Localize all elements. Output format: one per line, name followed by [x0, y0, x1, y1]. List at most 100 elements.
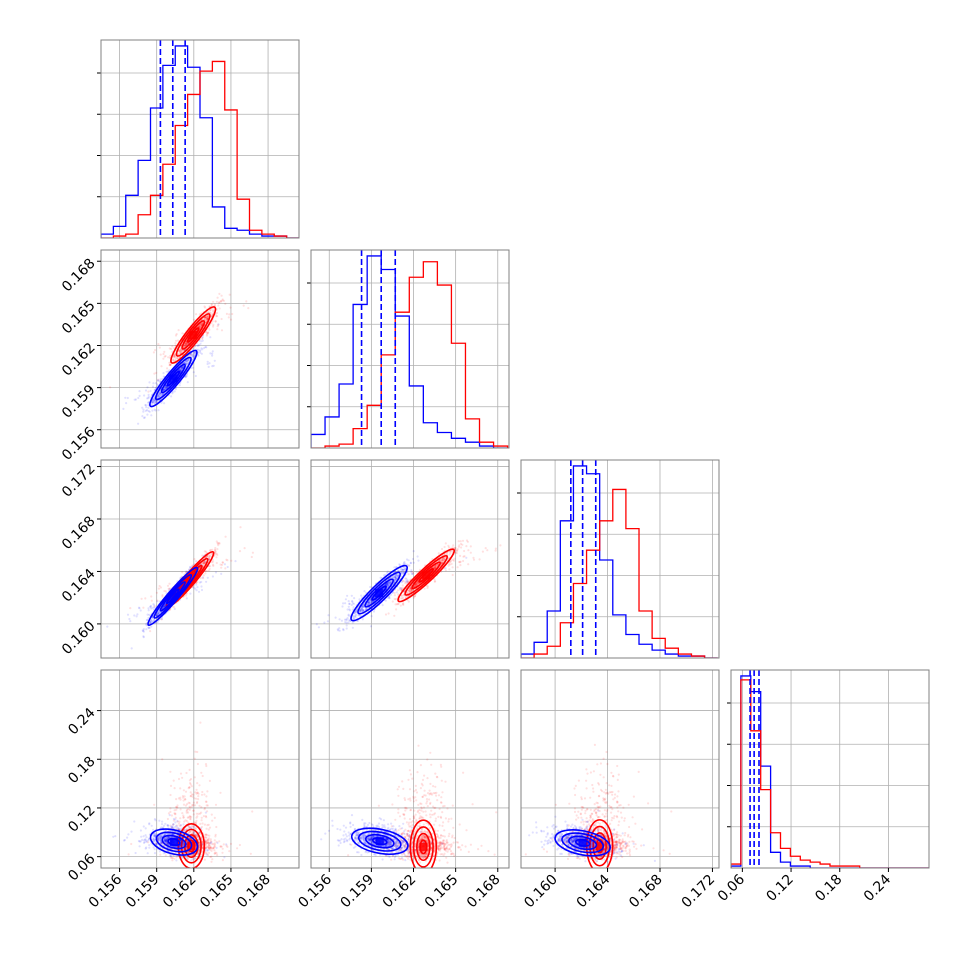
panel-3-0 — [100, 669, 300, 869]
x-tick-label: 0.12 — [764, 872, 797, 905]
blue-contour — [149, 828, 199, 856]
y-tick-label: 0.12 — [65, 802, 98, 835]
red-peak — [189, 330, 198, 339]
panel-0-0 — [97, 39, 300, 239]
hist-blue — [311, 255, 508, 448]
blue-peak — [170, 838, 179, 847]
panel-frame — [520, 669, 720, 869]
red-contour — [397, 548, 456, 603]
hist-blue — [521, 465, 718, 658]
x-tick-label: 0.159 — [338, 872, 378, 912]
blue-contour — [357, 830, 402, 852]
x-tick-label: 0.159 — [123, 872, 163, 912]
x-tick-label: 0.156 — [86, 871, 126, 911]
panel-plot-area — [311, 670, 509, 868]
x-tick-label: 0.168 — [234, 872, 274, 912]
x-tick-label: 0.160 — [521, 872, 561, 912]
blue-contour — [147, 566, 199, 627]
blue-contour — [350, 564, 408, 622]
x-tick-label: 0.165 — [197, 872, 237, 912]
x-tick-label: 0.168 — [626, 872, 666, 912]
blue-contour — [561, 832, 605, 854]
panel-plot-area — [101, 40, 299, 238]
hist-red — [731, 679, 929, 868]
hist-red — [311, 261, 509, 448]
panel-3-2 — [520, 669, 720, 869]
panel-plot-area — [101, 460, 299, 658]
panel-frame — [100, 39, 300, 239]
panel-2-2 — [517, 459, 720, 659]
blue-contour — [149, 349, 198, 408]
red-contour — [412, 826, 434, 868]
panel-frame — [310, 249, 510, 449]
panel-frame — [100, 669, 300, 869]
blue-contour — [568, 835, 598, 851]
x-tick-label: 0.18 — [812, 872, 845, 905]
x-tick-label: 0.164 — [574, 871, 614, 911]
red-contour — [409, 819, 438, 868]
panel-frame — [730, 669, 930, 869]
panel-frame — [100, 249, 300, 449]
blue-contour — [357, 571, 401, 615]
y-tick-label: 0.18 — [65, 754, 98, 787]
panel-3-3 — [727, 669, 930, 869]
panel-frame — [520, 459, 720, 659]
panel-2-0 — [100, 459, 300, 659]
red-contour — [175, 313, 211, 357]
x-tick-label: 0.162 — [160, 872, 200, 912]
x-tick-label: 0.24 — [861, 871, 894, 904]
y-tick-label: 0.156 — [59, 424, 99, 464]
hist-red — [521, 488, 718, 658]
panel-plot-area — [311, 250, 509, 448]
blue-peak — [375, 589, 384, 598]
blue-peak — [375, 837, 384, 846]
y-tick-label: 0.06 — [65, 851, 98, 884]
y-tick-label: 0.165 — [59, 298, 99, 338]
y-tick-label: 0.24 — [65, 705, 98, 738]
panel-plot-area — [101, 670, 299, 868]
red-contour — [180, 828, 202, 864]
x-tick-label: 0.165 — [422, 872, 462, 912]
red-contour — [177, 823, 206, 868]
y-tick-label: 0.159 — [59, 382, 99, 422]
x-tick-label: 0.162 — [380, 872, 420, 912]
panel-plot-area — [101, 250, 299, 448]
y-tick-label: 0.164 — [59, 566, 99, 606]
red-contour — [170, 306, 217, 364]
hist-red — [101, 60, 299, 238]
panel-frame — [310, 669, 510, 869]
y-tick-label: 0.162 — [59, 340, 99, 380]
x-tick-label: 0.156 — [295, 871, 335, 911]
red-peak — [422, 571, 431, 580]
panel-2-1 — [310, 459, 510, 659]
blue-peak — [169, 374, 178, 383]
blue-contour — [161, 834, 187, 850]
panel-plot-area — [731, 670, 929, 868]
y-tick-label: 0.160 — [59, 618, 99, 658]
panel-1-0 — [100, 249, 300, 449]
red-contour — [592, 832, 607, 861]
y-tick-label: 0.168 — [59, 256, 99, 296]
y-tick-label: 0.172 — [59, 461, 99, 501]
panel-plot-area — [521, 670, 719, 868]
red-contour — [416, 832, 431, 862]
panel-frame — [310, 459, 510, 659]
red-peak — [595, 842, 604, 851]
x-tick-label: 0.172 — [679, 872, 719, 912]
x-tick-label: 0.168 — [464, 872, 504, 912]
hist-blue — [101, 45, 299, 238]
blue-contour — [554, 829, 611, 857]
panel-plot-area — [521, 460, 719, 658]
blue-peak — [578, 838, 587, 847]
panel-3-1 — [310, 669, 510, 869]
panel-frame — [100, 459, 300, 659]
blue-contour — [364, 833, 395, 849]
blue-contour — [350, 827, 409, 856]
panel-1-1 — [307, 249, 510, 449]
blue-contour — [155, 831, 193, 853]
y-tick-label: 0.168 — [59, 513, 99, 553]
panel-plot-area — [311, 460, 509, 658]
x-tick-label: 0.06 — [715, 871, 748, 904]
blue-peak — [168, 592, 177, 601]
